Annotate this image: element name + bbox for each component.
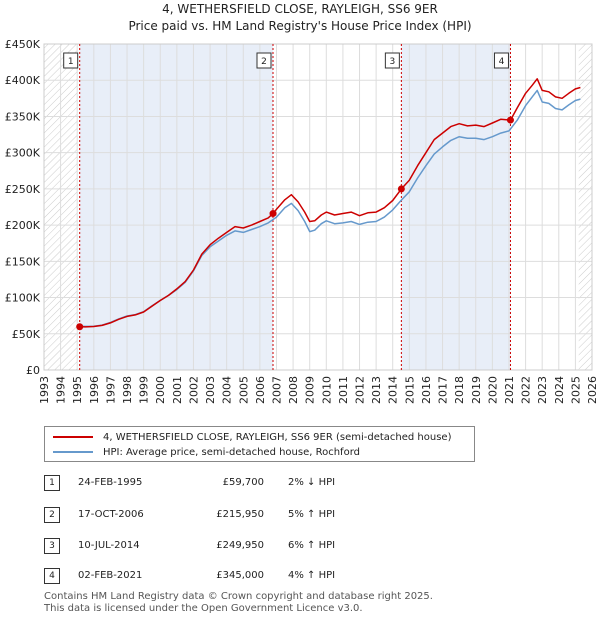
legend-item-hpi: HPI: Average price, semi-detached house,… bbox=[53, 445, 360, 459]
x-tick-label: 2023 bbox=[536, 376, 549, 404]
price-chart: £0 £50K £100K £150K £200K £250K £300K £350K £400… bbox=[5, 38, 599, 404]
sale-number-badge: 4 bbox=[44, 568, 60, 584]
sale-price: £59,700 bbox=[222, 477, 264, 488]
sale-number-box bbox=[384, 52, 400, 69]
sale-point bbox=[397, 185, 405, 193]
sale-point bbox=[76, 323, 84, 331]
y-tick-label: £400K bbox=[5, 74, 41, 87]
x-tick-label: 2001 bbox=[171, 376, 184, 404]
table-row: 3 10-JUL-2014 £249,950 6% ↑ HPI bbox=[44, 538, 464, 554]
table-row: 4 02-FEB-2021 £345,000 4% ↑ HPI bbox=[44, 568, 464, 584]
x-tick-label: 1996 bbox=[88, 376, 101, 404]
sale-number-badge: 3 bbox=[44, 538, 60, 554]
x-tick-label: 2012 bbox=[354, 376, 367, 404]
x-tick-label: 2026 bbox=[586, 376, 599, 404]
sale-period-shading bbox=[401, 44, 511, 370]
chart-title: 4, WETHERSFIELD CLOSE, RAYLEIGH, SS6 9ER bbox=[162, 2, 438, 16]
y-tick-label: £0 bbox=[26, 364, 40, 377]
legend-item-property: 4, WETHERSFIELD CLOSE, RAYLEIGH, SS6 9ER… bbox=[53, 430, 451, 444]
x-tick-label: 2008 bbox=[287, 376, 300, 404]
sale-date: 02-FEB-2021 bbox=[78, 570, 143, 581]
x-tick-label: 2020 bbox=[486, 376, 499, 404]
x-tick-label: 2000 bbox=[154, 376, 167, 404]
legend-swatch-blue bbox=[53, 451, 93, 453]
sale-number-label: 4 bbox=[499, 57, 505, 67]
x-tick-label: 2024 bbox=[553, 376, 566, 404]
y-tick-label: £300K bbox=[5, 147, 41, 160]
sale-date: 17-OCT-2006 bbox=[78, 509, 144, 520]
x-tick-label: 1993 bbox=[38, 376, 51, 404]
sale-hpi-diff: 6% ↑ HPI bbox=[288, 540, 336, 551]
x-tick-label: 2004 bbox=[221, 376, 234, 404]
legend-label-property: 4, WETHERSFIELD CLOSE, RAYLEIGH, SS6 9ER… bbox=[103, 431, 452, 443]
legend-label-hpi: HPI: Average price, semi-detached house,… bbox=[103, 446, 360, 458]
footer-copyright: Contains HM Land Registry data © Crown c… bbox=[44, 591, 433, 602]
footer-licence: This data is licensed under the Open Gov… bbox=[44, 603, 363, 614]
sale-hpi-diff: 2% ↓ HPI bbox=[288, 477, 336, 488]
sale-date: 10-JUL-2014 bbox=[78, 540, 140, 551]
x-tick-label: 2003 bbox=[204, 376, 217, 404]
legend-swatch-red bbox=[53, 436, 93, 438]
sale-number-badge: 1 bbox=[44, 475, 60, 491]
x-tick-label: 2019 bbox=[470, 376, 483, 404]
x-tick-label: 2017 bbox=[437, 376, 450, 404]
x-tick-label: 2011 bbox=[337, 376, 350, 404]
x-tick-label: 1994 bbox=[55, 376, 68, 404]
x-tick-label: 2014 bbox=[387, 376, 400, 404]
sale-price: £249,950 bbox=[216, 540, 264, 551]
x-tick-label: 2006 bbox=[254, 376, 267, 404]
sale-price: £345,000 bbox=[216, 570, 264, 581]
x-tick-label: 1995 bbox=[71, 376, 84, 404]
sale-date: 24-FEB-1995 bbox=[78, 477, 143, 488]
plot-border bbox=[43, 43, 593, 371]
sale-number-badge: 2 bbox=[44, 507, 60, 523]
sale-number-label: 1 bbox=[68, 57, 74, 67]
sale-number-box bbox=[63, 52, 79, 69]
y-tick-label: £100K bbox=[5, 292, 41, 305]
y-tick-label: £450K bbox=[5, 38, 41, 51]
sale-number-box bbox=[493, 52, 509, 69]
sale-number-label: 2 bbox=[261, 57, 267, 67]
table-row: 2 17-OCT-2006 £215,950 5% ↑ HPI bbox=[44, 507, 464, 523]
y-tick-label: £50K bbox=[12, 328, 41, 341]
x-tick-label: 2005 bbox=[237, 376, 250, 404]
sale-point bbox=[506, 116, 514, 124]
x-tick-label: 2015 bbox=[403, 376, 416, 404]
x-tick-label: 2021 bbox=[503, 376, 516, 404]
x-tick-label: 2018 bbox=[453, 376, 466, 404]
x-tick-label: 2009 bbox=[304, 376, 317, 404]
x-tick-label: 1997 bbox=[104, 376, 117, 404]
sale-hpi-diff: 4% ↑ HPI bbox=[288, 570, 336, 581]
y-tick-label: £250K bbox=[5, 183, 41, 196]
table-row: 1 24-FEB-1995 £59,700 2% ↓ HPI bbox=[44, 475, 464, 491]
x-tick-label: 1998 bbox=[121, 376, 134, 404]
sale-number-box bbox=[256, 52, 272, 69]
sale-hpi-diff: 5% ↑ HPI bbox=[288, 509, 336, 520]
sale-point bbox=[269, 210, 277, 218]
x-tick-label: 2013 bbox=[370, 376, 383, 404]
x-tick-label: 2002 bbox=[187, 376, 200, 404]
chart-subtitle: Price paid vs. HM Land Registry's House … bbox=[128, 19, 472, 33]
x-tick-label: 2010 bbox=[320, 376, 333, 404]
sale-number-label: 3 bbox=[389, 57, 395, 67]
x-tick-label: 2025 bbox=[569, 376, 582, 404]
x-tick-label: 1999 bbox=[138, 376, 151, 404]
sale-price: £215,950 bbox=[216, 509, 264, 520]
hatch-region-post bbox=[578, 44, 592, 370]
legend: 4, WETHERSFIELD CLOSE, RAYLEIGH, SS6 9ER… bbox=[44, 426, 475, 462]
x-tick-label: 2022 bbox=[520, 376, 533, 404]
x-tick-label: 2007 bbox=[270, 376, 283, 404]
y-tick-label: £150K bbox=[5, 255, 41, 268]
y-tick-label: £200K bbox=[5, 219, 41, 232]
x-tick-label: 2016 bbox=[420, 376, 433, 404]
y-tick-label: £350K bbox=[5, 110, 41, 123]
